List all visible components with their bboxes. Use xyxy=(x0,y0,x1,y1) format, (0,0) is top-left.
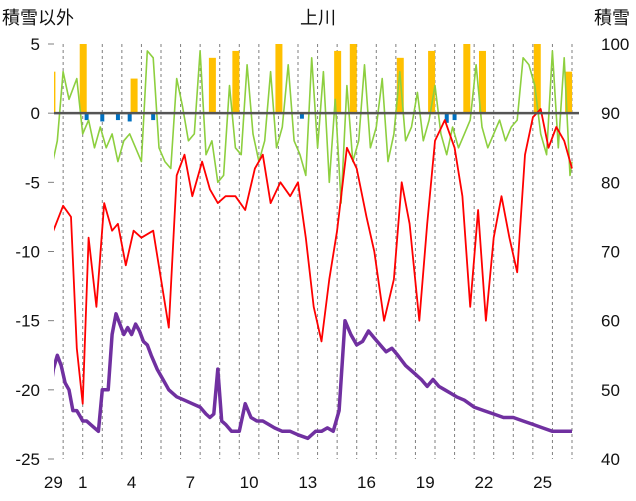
y-tick-label-left: 5 xyxy=(31,35,40,54)
sunshine-bar xyxy=(130,78,138,114)
sunshine-bar xyxy=(334,50,342,114)
x-tick-label: 7 xyxy=(186,473,195,492)
sunshine-bar xyxy=(533,44,541,114)
sunshine-bar xyxy=(275,44,283,114)
x-tick-label: 10 xyxy=(240,473,259,492)
wind-bar xyxy=(84,113,89,121)
temperature-line xyxy=(54,108,573,405)
wind-bar xyxy=(452,113,457,121)
y-tick-label-right: 100 xyxy=(601,35,629,54)
sunshine-bar xyxy=(565,71,573,114)
sunshine-bar xyxy=(208,57,216,114)
x-tick-label: 19 xyxy=(416,473,435,492)
x-tick-label: 1 xyxy=(78,473,87,492)
y-tick-label-left: -20 xyxy=(15,381,40,400)
x-tick-label: 29 xyxy=(44,473,63,492)
wind-bar xyxy=(42,113,46,120)
x-tick-label: 25 xyxy=(533,473,552,492)
right-axis-title: 積雪 xyxy=(594,8,630,29)
y-tick-label-right: 40 xyxy=(601,450,620,469)
sunshine-bar xyxy=(54,71,56,114)
wind-bar xyxy=(299,113,304,119)
y-tick-label-left: 0 xyxy=(31,104,40,123)
snow-depth-line xyxy=(54,312,572,441)
y-tick-label-right: 60 xyxy=(601,312,620,331)
y-tick-label-right: 50 xyxy=(601,381,620,400)
wind-bar xyxy=(444,113,449,123)
sunshine-bar xyxy=(232,50,240,114)
wind-bar xyxy=(127,113,132,122)
x-tick-label: 4 xyxy=(127,473,136,492)
sunshine-bar xyxy=(428,50,436,114)
data-layer xyxy=(42,44,573,441)
y-tick-label-right: 80 xyxy=(601,173,620,192)
y-tick-label-left: -10 xyxy=(15,243,40,262)
precipitation-line xyxy=(54,50,573,204)
wind-bar xyxy=(115,113,120,121)
left-axis-title: 積雪以外 xyxy=(2,8,74,29)
sunshine-bar xyxy=(478,50,486,114)
y-tick-label-left: -25 xyxy=(15,450,40,469)
sunshine-bar xyxy=(463,44,471,114)
x-tick-label: 13 xyxy=(298,473,317,492)
y-tick-label-right: 90 xyxy=(601,104,620,123)
y-tick-label-left: -5 xyxy=(25,173,40,192)
sunshine-bar xyxy=(349,44,357,114)
sunshine-bar xyxy=(79,44,87,114)
wind-bar xyxy=(100,113,105,122)
y-tick-label-left: -15 xyxy=(15,312,40,331)
chart-title: 上川 xyxy=(300,8,336,29)
wind-bar xyxy=(151,113,156,121)
y-tick-label-right: 70 xyxy=(601,243,620,262)
x-tick-label: 22 xyxy=(474,473,493,492)
x-tick-label: 16 xyxy=(357,473,376,492)
